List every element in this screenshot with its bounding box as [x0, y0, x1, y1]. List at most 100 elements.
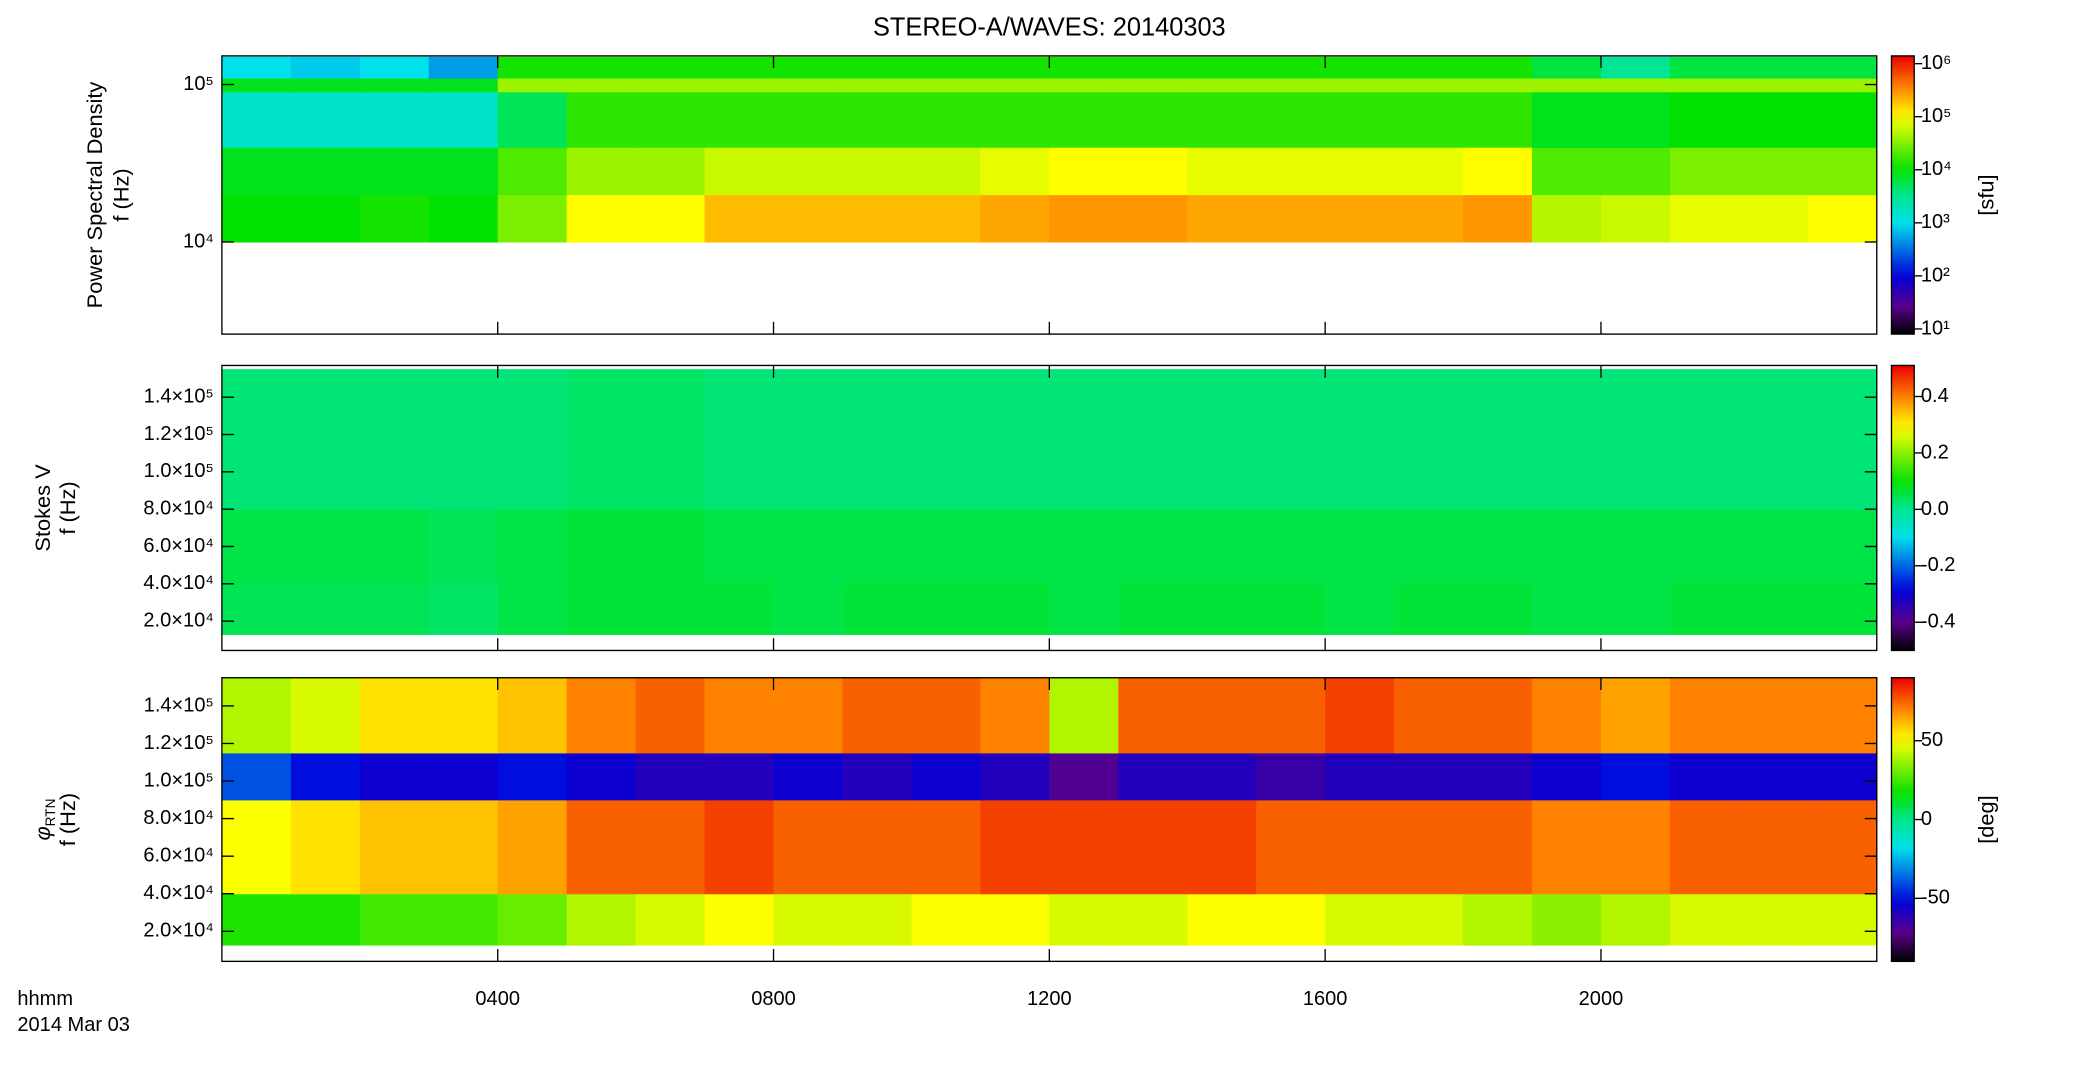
heatmap-cell	[635, 194, 706, 243]
heatmap-cell	[290, 752, 361, 801]
y-tick-label: 2.0×10⁴	[143, 920, 213, 942]
y-axis-label: f (Hz)	[55, 481, 80, 534]
heatmap-cell	[497, 78, 568, 93]
figure-title: STEREO-A/WAVES: 20140303	[873, 13, 1226, 41]
heatmap-cell	[1600, 752, 1671, 801]
y-tick-label: 1.4×10⁵	[144, 385, 214, 407]
heatmap-cell	[1049, 893, 1119, 946]
heatmap-cell	[1118, 509, 1188, 585]
heatmap-cell	[1463, 893, 1533, 946]
heatmap-cell	[1738, 147, 1809, 196]
heatmap-cell	[635, 147, 706, 196]
heatmap-cell	[1187, 56, 1257, 79]
heatmap-cell	[1532, 752, 1602, 801]
heatmap-cell	[1669, 752, 1740, 801]
heatmap-cell	[704, 91, 775, 148]
heatmap-cell	[1118, 91, 1188, 148]
heatmap-cell	[290, 91, 361, 148]
heatmap-cell	[428, 91, 499, 148]
heatmap-cell	[359, 91, 430, 148]
heatmap-cell	[1532, 369, 1602, 510]
heatmap-cell	[1325, 91, 1395, 148]
heatmap-cell	[1118, 369, 1188, 510]
y-axis-label: φRTN	[30, 799, 57, 841]
colorbar-tick-label: 10³	[1921, 211, 1950, 233]
heatmap-cell	[221, 752, 292, 801]
heatmap-cell	[221, 78, 292, 93]
heatmap-cell	[1807, 91, 1878, 148]
heatmap-cell	[842, 509, 912, 585]
heatmap-cell	[842, 369, 912, 510]
heatmap-cell	[566, 677, 637, 754]
heatmap-cell	[1118, 583, 1188, 635]
heatmap-cell	[221, 147, 292, 196]
heatmap-cell	[359, 56, 430, 79]
heatmap-cell	[1807, 147, 1878, 196]
heatmap-cell	[1669, 91, 1740, 148]
panel: 2.0×10⁴ 4.0×10⁴ 6.0×10⁴ 8.0×10⁴ 1.0×10⁵ 1.2×1…	[17, 677, 1998, 1036]
heatmap-cell	[980, 799, 1050, 895]
heatmap-cell	[842, 78, 912, 93]
x-tick-label: 0800	[751, 988, 796, 1010]
heatmap-cell	[1738, 369, 1809, 510]
heatmap-cell	[1532, 799, 1602, 895]
heatmap-cell	[1738, 677, 1809, 754]
heatmap-cell	[497, 509, 568, 585]
heatmap-cell	[428, 509, 499, 585]
heatmap-cell	[635, 799, 706, 895]
heatmap-cell	[911, 677, 981, 754]
heatmap-cell	[1118, 147, 1188, 196]
heatmap-cell	[842, 56, 912, 79]
y-axis-subscript: RTN	[42, 799, 57, 827]
heatmap-cell	[842, 147, 912, 196]
heatmap-cell	[1187, 583, 1257, 635]
heatmap-cell	[1049, 56, 1119, 79]
y-tick-label: 1.0×10⁵	[144, 460, 214, 482]
heatmap-cell	[704, 369, 775, 510]
heatmap-cell	[1532, 194, 1602, 243]
heatmap-cell	[359, 194, 430, 243]
heatmap-cell	[1187, 194, 1257, 243]
heatmap-cell	[635, 752, 706, 801]
heatmap-cell	[773, 799, 844, 895]
heatmap-cell	[1187, 677, 1257, 754]
heatmap-cell	[911, 194, 981, 243]
heatmap-cell	[1118, 194, 1188, 243]
heatmap-cell	[566, 583, 637, 635]
heatmap-cell	[911, 147, 981, 196]
heatmap-cell	[1256, 583, 1326, 635]
y-tick-label: 1.0×10⁵	[144, 769, 214, 791]
heatmap-cell	[497, 583, 568, 635]
heatmap-cell	[497, 369, 568, 510]
x-tick-label: 0400	[475, 988, 520, 1010]
heatmap-cell	[1738, 194, 1809, 243]
heatmap-cell	[773, 893, 844, 946]
heatmap-cell	[1394, 194, 1464, 243]
heatmap-cell	[359, 677, 430, 754]
heatmap-cell	[1669, 78, 1740, 93]
heatmap-cell	[911, 509, 981, 585]
heatmap-cell	[773, 147, 844, 196]
heatmap-cell	[1394, 583, 1464, 635]
y-tick-label: 4.0×10⁴	[143, 572, 213, 594]
colorbar-tick-label: 0.0	[1921, 498, 1949, 520]
y-axis-symbol: φ	[30, 826, 55, 840]
heatmap-cell	[221, 583, 292, 635]
heatmap-cell	[1463, 78, 1533, 93]
heatmap-cell	[1463, 369, 1533, 510]
heatmap-cell	[980, 583, 1050, 635]
heatmap-cell	[1256, 78, 1326, 93]
y-tick-label: 8.0×10⁴	[143, 497, 213, 519]
heatmap-cell	[842, 893, 912, 946]
heatmap-cell	[1118, 799, 1188, 895]
y-axis-label: Power Spectral Density	[82, 81, 107, 308]
heatmap-cell	[566, 194, 637, 243]
heatmap-cell	[221, 799, 292, 895]
heatmap-cell	[290, 677, 361, 754]
heatmap-cell	[1669, 583, 1740, 635]
colorbar-tick-label: 10²	[1921, 264, 1950, 286]
heatmap-cell	[1807, 78, 1878, 93]
heatmap-cell	[1807, 799, 1878, 895]
heatmap-cell	[980, 677, 1050, 754]
heatmap-cell	[704, 194, 775, 243]
